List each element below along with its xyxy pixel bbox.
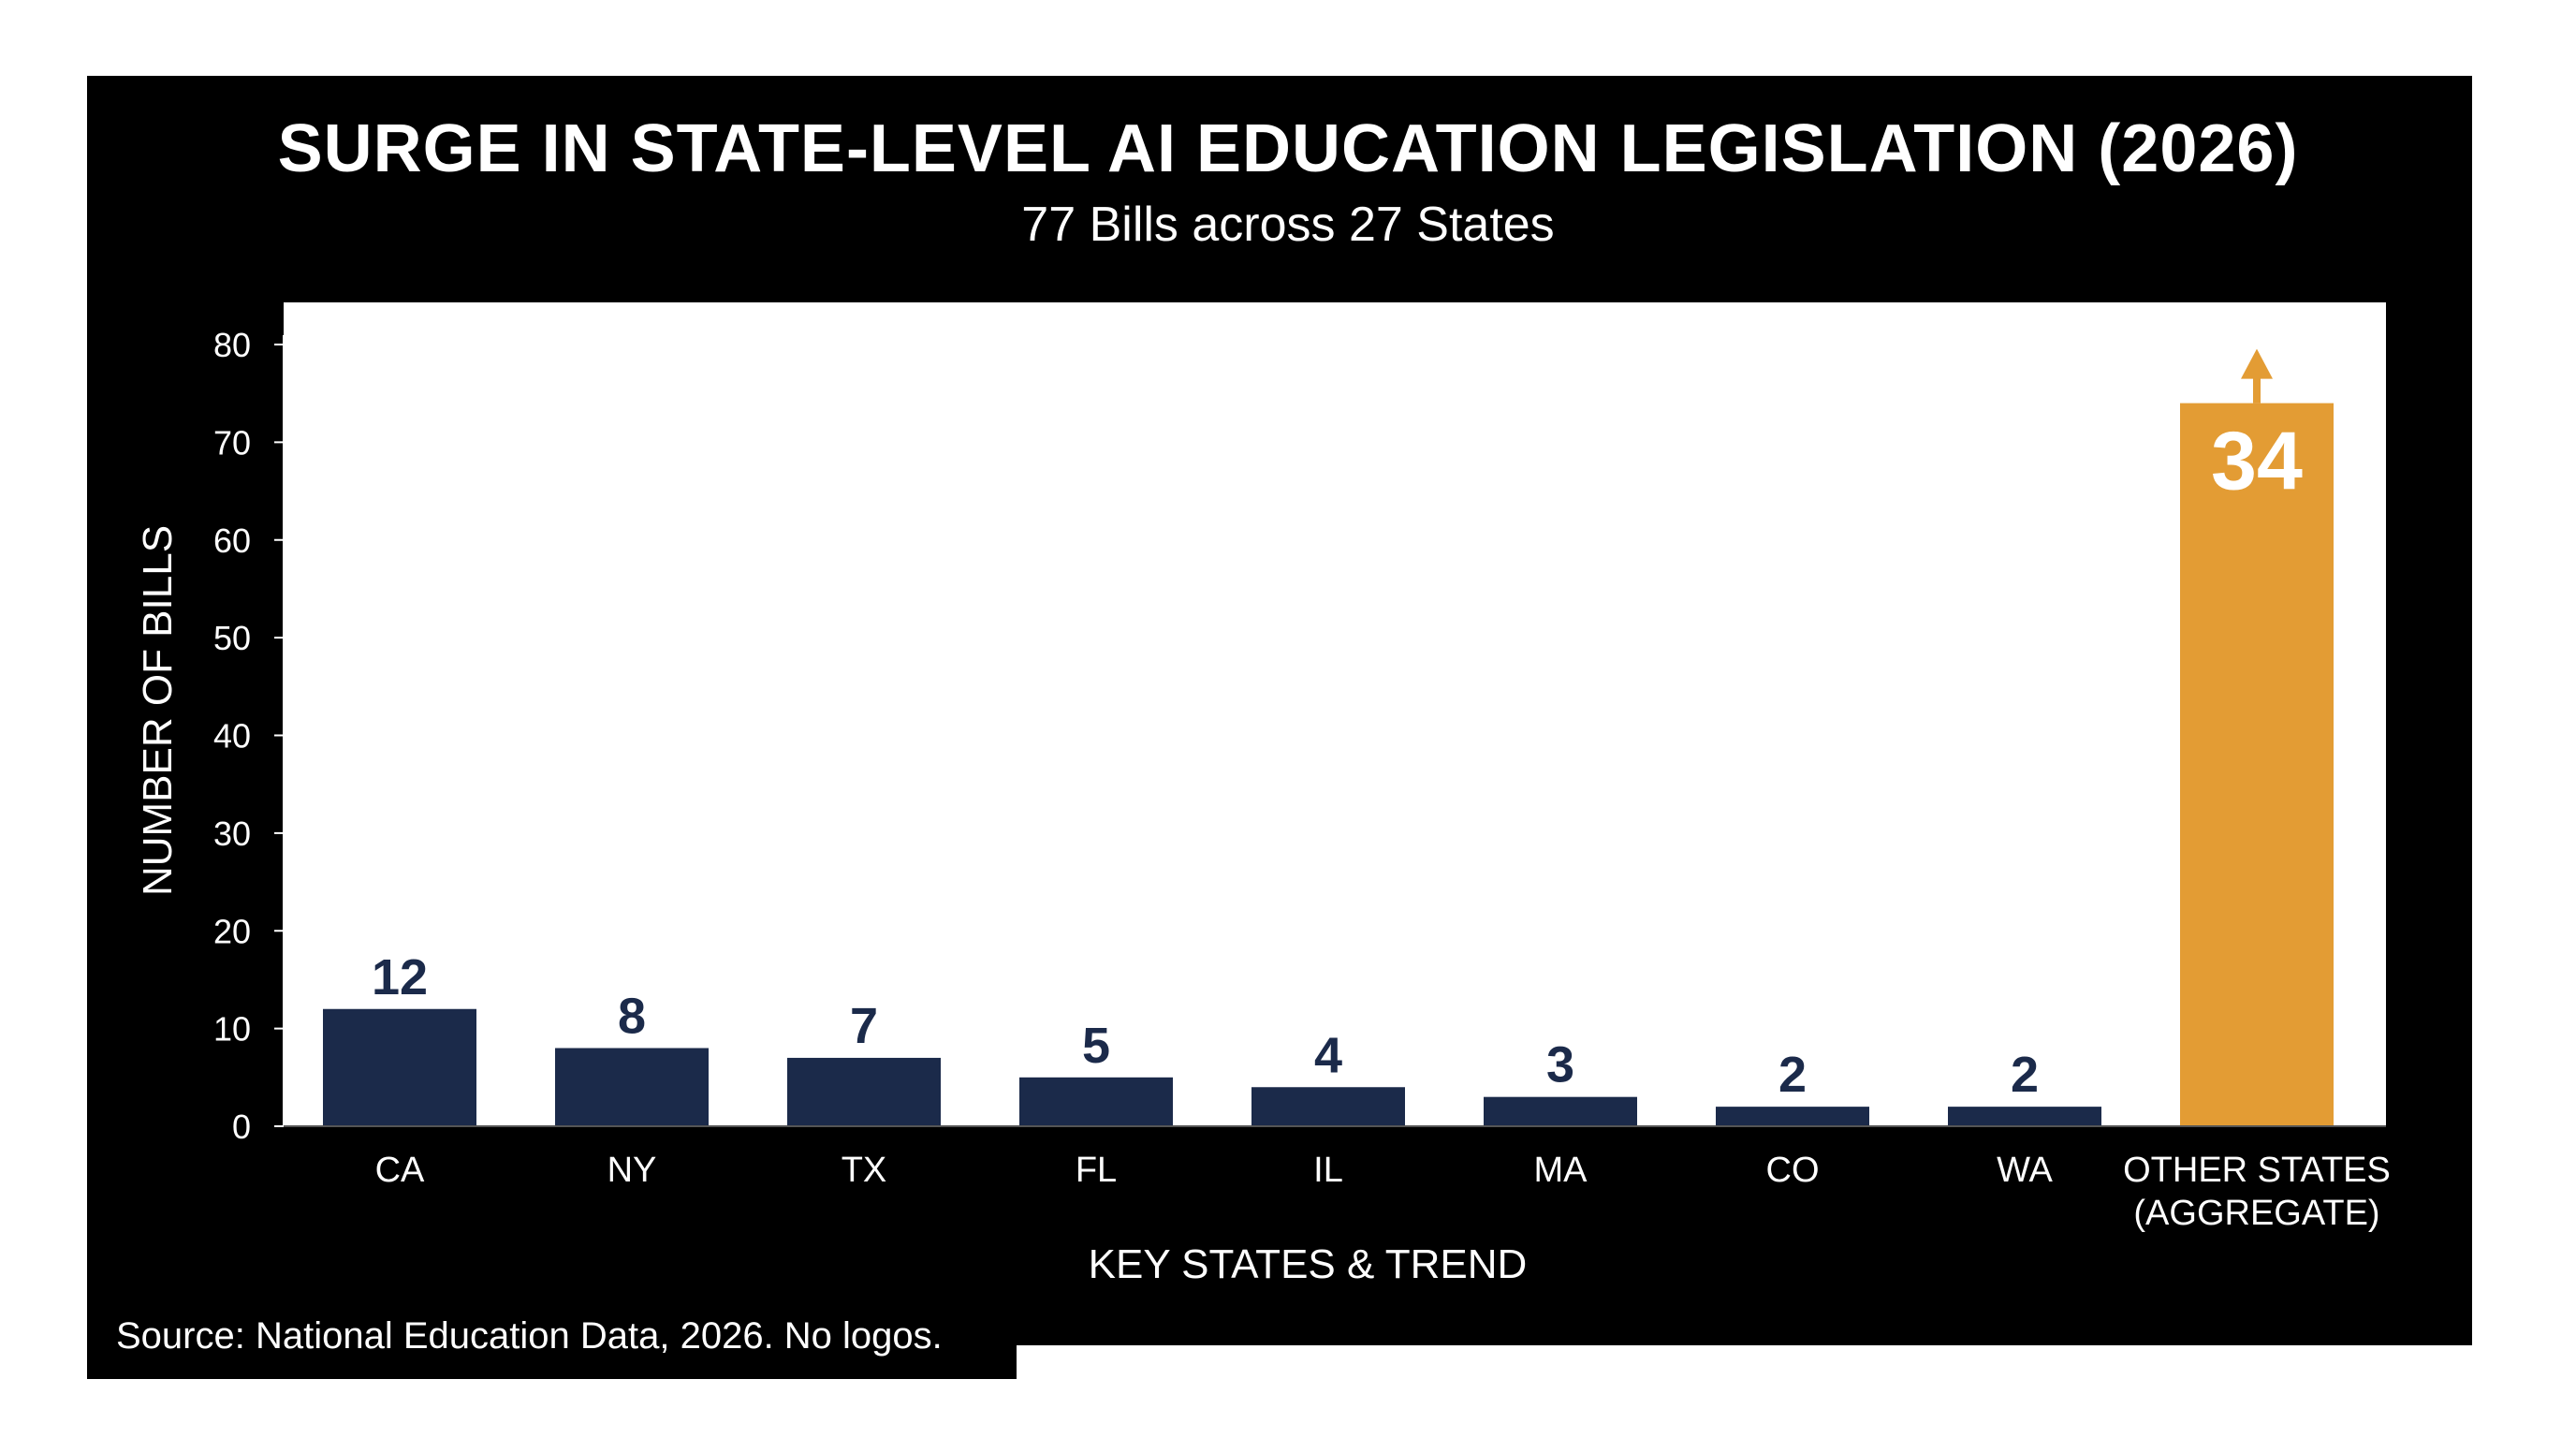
data-label-5: 3 xyxy=(1546,1037,1574,1093)
x-tick-labels: CA NY TX FL IL MA CO WA OTHER STATES (AGGREGATE) xyxy=(375,1151,2391,1233)
bar-1 xyxy=(555,1048,709,1126)
y-tick-label: 50 xyxy=(213,619,251,657)
y-axis: 0 10 20 30 40 50 60 70 80 xyxy=(213,326,285,1146)
up-arrow-icon xyxy=(2241,348,2273,379)
data-label-3: 5 xyxy=(1082,1018,1110,1074)
x-tick-label-6: CO xyxy=(1766,1151,1820,1190)
data-label-7: 2 xyxy=(2011,1047,2039,1103)
bar-6 xyxy=(1716,1107,1869,1126)
plot-area xyxy=(284,302,2386,1126)
data-label-0: 12 xyxy=(372,949,428,1005)
data-label-8: 34 xyxy=(2211,415,2303,507)
y-tick-label: 30 xyxy=(213,814,251,853)
source-note: Source: National Education Data, 2026. N… xyxy=(116,1315,943,1357)
x-tick-label-8: (AGGREGATE) xyxy=(2133,1194,2379,1233)
y-tick-label: 70 xyxy=(213,423,251,462)
bar-7 xyxy=(1948,1107,2101,1126)
bar-3 xyxy=(1019,1077,1173,1126)
data-label-6: 2 xyxy=(1778,1047,1807,1103)
x-tick-label-7: WA xyxy=(1997,1151,2053,1190)
x-tick-label-5: MA xyxy=(1534,1151,1588,1190)
y-tick-label: 20 xyxy=(213,912,251,950)
data-label-1: 8 xyxy=(618,989,646,1045)
y-tick-label: 40 xyxy=(213,717,251,756)
x-tick-label-4: IL xyxy=(1313,1151,1343,1190)
bar-8 xyxy=(2180,403,2334,1126)
data-label-4: 4 xyxy=(1314,1027,1342,1083)
source-tab xyxy=(87,1329,1017,1379)
x-tick-label-2: TX xyxy=(842,1151,887,1190)
y-tick-label: 10 xyxy=(213,1010,251,1049)
y-tick-label: 60 xyxy=(213,521,251,560)
x-tick-label-8: OTHER STATES xyxy=(2123,1151,2391,1190)
bar-5 xyxy=(1484,1096,1637,1126)
x-tick-label-3: FL xyxy=(1076,1151,1117,1190)
x-tick-label-1: NY xyxy=(607,1151,657,1190)
data-label-2: 7 xyxy=(850,998,878,1054)
x-tick-label-0: CA xyxy=(375,1151,425,1190)
y-axis-label: NUMBER OF BILLS xyxy=(135,525,181,896)
bar-2 xyxy=(787,1057,941,1126)
y-tick-label: 0 xyxy=(232,1108,251,1146)
bar-4 xyxy=(1251,1087,1405,1126)
y-tick-label: 80 xyxy=(213,326,251,364)
bar-0 xyxy=(323,1008,476,1126)
chart-subtitle: 77 Bills across 27 States xyxy=(1021,198,1555,252)
chart-title: SURGE IN STATE-LEVEL AI EDUCATION LEGISL… xyxy=(277,111,2299,186)
bars: 12 8 7 5 4 3 2 2 34 xyxy=(284,348,2386,1127)
x-axis-label: KEY STATES & TREND xyxy=(1089,1241,1528,1287)
